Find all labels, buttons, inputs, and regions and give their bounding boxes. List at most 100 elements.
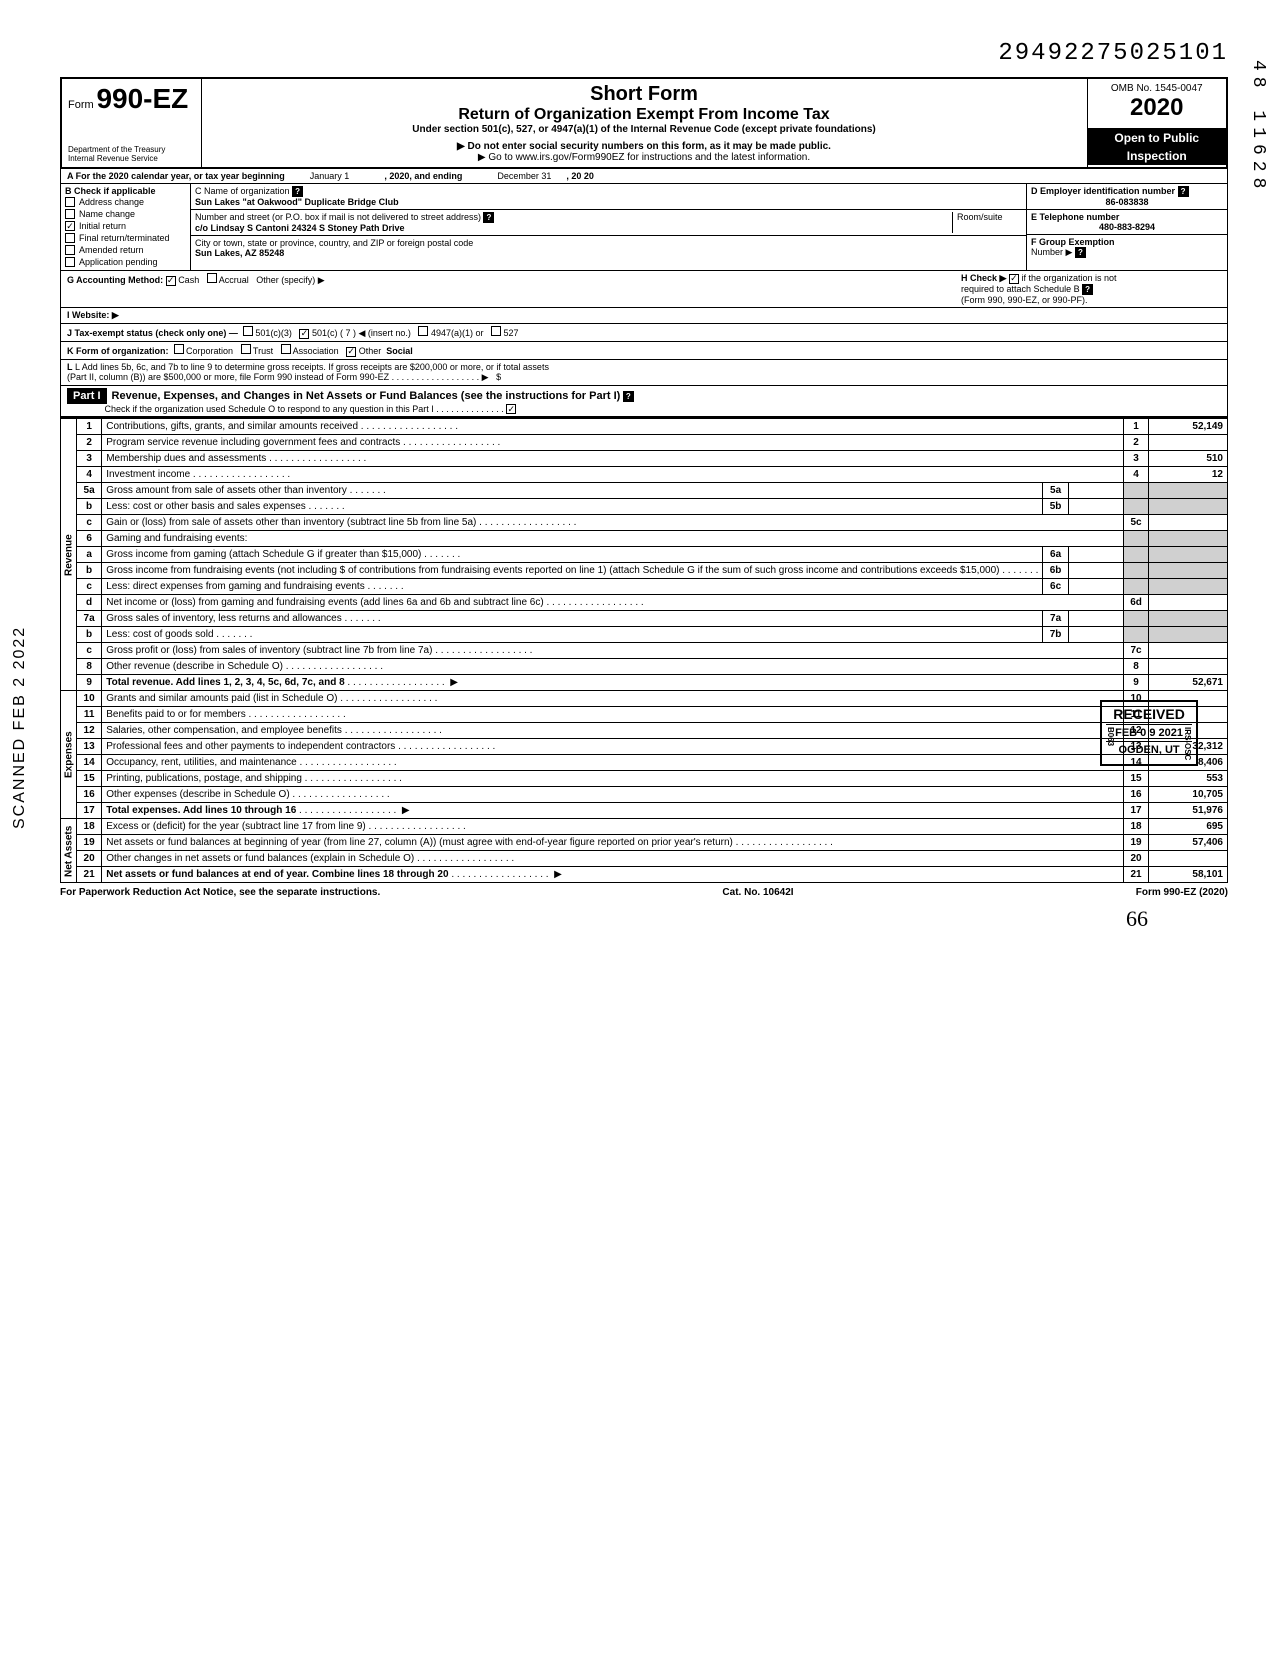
b-checkbox[interactable] [65,257,75,267]
l-arrow: ▶ [482,372,489,382]
line-row: 8Other revenue (describe in Schedule O) … [61,659,1228,675]
phone-value: 480-883-8294 [1099,222,1155,232]
page-footer: For Paperwork Reduction Act Notice, see … [60,887,1228,898]
k-corp-checkbox[interactable] [174,344,184,354]
sub-line-amount [1068,547,1123,563]
line-number: 1 [77,419,102,435]
b-checkbox[interactable] [65,209,75,219]
e-label: E Telephone number [1031,212,1119,222]
line-desc: Gross profit or (loss) from sales of inv… [102,643,1124,659]
j-527-checkbox[interactable] [491,326,501,336]
line-row: 11Benefits paid to or for members . . . … [61,707,1228,723]
b-checkbox[interactable] [65,245,75,255]
f-label2: Number ▶ [1031,247,1072,257]
line-number: 4 [77,467,102,483]
line-row: Expenses10Grants and similar amounts pai… [61,691,1228,707]
j-501c3-checkbox[interactable] [243,326,253,336]
line-label: 8 [1123,659,1148,675]
open-public-1: Open to Public [1088,129,1227,147]
k-other: Other [359,346,382,356]
line-amount: 58,101 [1149,867,1228,883]
line-amount: 12 [1149,467,1228,483]
line-label: 18 [1123,819,1148,835]
sub-line-label: 7b [1043,627,1068,643]
received-side: B063 [1106,727,1115,746]
line-number: a [77,547,102,563]
part1-checkbox[interactable]: ✓ [506,404,516,414]
line-amount [1149,515,1228,531]
line-desc: Excess or (deficit) for the year (subtra… [102,819,1124,835]
org-addr: c/o Lindsay S Cantoni 24324 S Stoney Pat… [195,223,405,233]
help-icon: ? [292,186,303,197]
accrual-checkbox[interactable] [207,273,217,283]
row-i: I Website: ▶ [60,308,1228,324]
b-check-item: Application pending [65,256,186,268]
b-checkbox[interactable] [65,197,75,207]
j-501c-checkbox[interactable]: ✓ [299,329,309,339]
city-label: City or town, state or province, country… [195,238,473,248]
line-row: 19Net assets or fund balances at beginni… [61,835,1228,851]
h-checkbox[interactable]: ✓ [1009,274,1019,284]
line-row: 7aGross sales of inventory, less returns… [61,611,1228,627]
received-stamp: RECEIVED B063 FEB 0 9 2021 IRS-OSC OGDEN… [1100,700,1198,766]
line-desc: Less: cost of goods sold . . . . . . . [102,627,1043,643]
title-short-form: Short Form [208,83,1081,106]
h-text2: required to attach Schedule B [961,284,1080,294]
dln-number: 29492275025101 [60,40,1228,67]
line-number: 9 [77,675,102,691]
line-label-shade [1123,627,1148,643]
line-label-shade [1123,483,1148,499]
line-amount: 10,705 [1149,787,1228,803]
line-label: 6d [1123,595,1148,611]
line-desc: Other expenses (describe in Schedule O) … [102,787,1124,803]
sub-line-label: 6c [1043,579,1068,595]
line-number: 20 [77,851,102,867]
line-label: 7c [1123,643,1148,659]
line-number: b [77,499,102,515]
j-4947-checkbox[interactable] [418,326,428,336]
row-a-tax-year: A For the 2020 calendar year, or tax yea… [60,169,1228,184]
k-assoc-checkbox[interactable] [281,344,291,354]
k-other-checkbox[interactable]: ✓ [346,347,356,357]
line-row: 14Occupancy, rent, utilities, and mainte… [61,755,1228,771]
line-row: 5aGross amount from sale of assets other… [61,483,1228,499]
line-desc: Occupancy, rent, utilities, and maintena… [102,755,1124,771]
line-label: 2 [1123,435,1148,451]
form-header: Form 990-EZ Department of the Treasury I… [60,77,1228,169]
open-public-2: Inspection [1088,147,1227,165]
sub-line-amount [1068,627,1123,643]
cash-checkbox[interactable]: ✓ [166,276,176,286]
k-corp: Corporation [186,346,233,356]
line-desc: Grants and similar amounts paid (list in… [102,691,1124,707]
line-number: 17 [77,803,102,819]
line-number: c [77,579,102,595]
line-amount-shade [1149,483,1228,499]
received-title: RECEIVED [1106,706,1192,722]
form-prefix: Form [68,99,94,111]
k-trust-checkbox[interactable] [241,344,251,354]
line-desc: Salaries, other compensation, and employ… [102,723,1124,739]
b-checkbox[interactable] [65,233,75,243]
line-amount: 695 [1149,819,1228,835]
j-label: J Tax-exempt status (check only one) — [67,328,238,338]
sub-line-label: 5a [1043,483,1068,499]
footer-mid: Cat. No. 10642I [722,887,793,898]
line-row: 16Other expenses (describe in Schedule O… [61,787,1228,803]
b-item-label: Amended return [79,245,144,255]
line-label-shade [1123,563,1148,579]
line-row: cGross profit or (loss) from sales of in… [61,643,1228,659]
line-number: 3 [77,451,102,467]
g-label: G Accounting Method: [67,275,163,285]
part1-title: Revenue, Expenses, and Changes in Net As… [112,390,621,402]
line-row: dNet income or (loss) from gaming and fu… [61,595,1228,611]
section-side-label: Expenses [61,691,77,819]
line-desc: Net assets or fund balances at end of ye… [102,867,1124,883]
line-desc: Membership dues and assessments . . . . … [102,451,1124,467]
line-amount: 51,976 [1149,803,1228,819]
c-label: C Name of organization [195,186,290,196]
k-assoc: Association [293,346,339,356]
part1-badge: Part I [67,388,107,404]
line-number: 21 [77,867,102,883]
b-checkbox[interactable]: ✓ [65,221,75,231]
line-amount-shade [1149,563,1228,579]
